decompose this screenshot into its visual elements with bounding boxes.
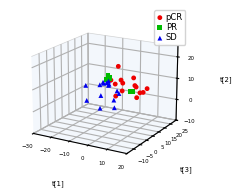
Legend: pCR, PR, SD: pCR, PR, SD bbox=[154, 10, 185, 45]
X-axis label: t[1]: t[1] bbox=[52, 181, 64, 187]
Y-axis label: t[3]: t[3] bbox=[180, 167, 193, 174]
